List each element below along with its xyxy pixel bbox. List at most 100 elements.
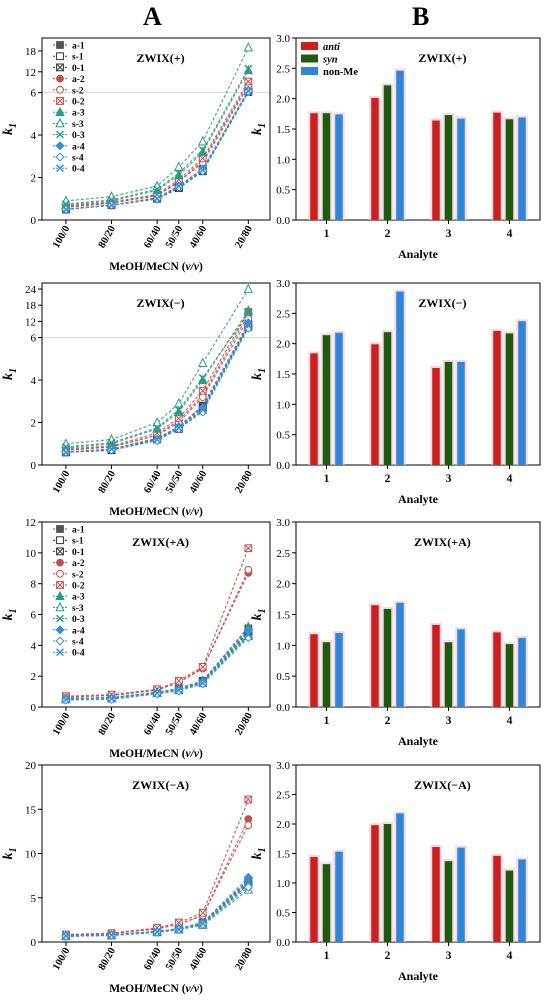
series-line-0-3 [65,312,249,448]
bar-anti [310,113,318,220]
x-tick-label: 1 [324,715,330,727]
x-axis-label: Analyte [398,734,439,748]
bar-anti [371,344,379,465]
legend-label: 0-3 [72,615,85,625]
series-line-a-1 [65,323,249,453]
series-line-0-3 [65,68,249,205]
bar-anti [310,857,318,942]
y-tick-label: 0.0 [276,702,290,714]
marker [107,445,116,454]
marker [174,424,184,434]
marker [198,393,207,401]
chart-title: ZWIX(+A) [132,535,189,549]
y-tick-label: 1.0 [276,399,290,411]
x-tick-label: 100/0 [51,469,72,495]
marker [244,821,253,830]
y-tick-label: 0 [31,937,37,949]
marker [244,544,253,552]
marker [244,77,253,86]
marker [174,397,184,408]
bar-non-Me [457,118,465,220]
marker [107,438,116,447]
series-line-0-2 [65,547,249,697]
bar-anti [493,330,501,465]
y-tick-label: 4 [31,640,37,652]
chart-title: ZWIX(−A) [414,778,471,792]
x-tick-label: 80/20 [97,469,118,495]
y-tick-label: 0.0 [276,215,290,227]
y-tick-label: 3.0 [276,278,290,290]
marker [152,417,162,427]
bar-non-Me [396,70,404,220]
legend-label: s-1 [72,53,84,63]
legend: a-1s-10-1a-2s-2 0-2a-3s-30-3a-4 s-40-4 [53,41,85,175]
x-tick-label: 80/20 [97,711,118,737]
marker [56,41,64,49]
legend-label: non-Me [323,67,358,78]
bar-syn [505,333,514,465]
y-axis-label: k1 [250,848,268,860]
marker [56,547,64,556]
x-tick-label: 40/60 [188,224,209,250]
y-tick-label: 2.0 [276,94,290,106]
y-tick-label: 0 [31,460,37,472]
x-tick-label: 3 [446,715,452,727]
y-tick-label: 0 [31,215,37,227]
plot-frame [41,282,271,466]
marker [107,694,116,703]
y-axis-label: k1 [250,368,268,380]
y-tick-label: 0 [31,702,37,714]
bar-syn [322,335,331,465]
y-tick-label: 0.5 [276,185,290,197]
series-line-a-3 [65,310,249,449]
marker [244,795,253,804]
y-tick-label: 6 [31,88,37,100]
marker [198,357,208,367]
marker [174,423,183,432]
panel-letter-b: B [412,2,430,31]
legend-swatch [301,42,318,50]
x-axis-label: MeOH/MeCN (v/v) [109,506,203,518]
series-line-s-4 [65,327,249,453]
x-tick-label: 20/80 [233,469,254,495]
y-tick-label: 10 [25,548,37,560]
marker [174,182,184,192]
bar-non-Me [457,361,465,465]
bar-anti [493,855,501,942]
legend-label: a-3 [72,593,85,603]
y-tick-label: 3.0 [276,33,290,45]
y-axis-label: k1 [250,123,268,135]
bar-chart-B2: 0.0 0.5 1.0 1.5 2.0 2.5 3.0 1 2 3 4 Analyte k1 ZWIX(−… [250,278,541,506]
bar-non-Me [518,321,526,465]
bar-chart-B4: 0.0 0.5 1.0 1.5 2.0 2.5 3.0 1 2 3 4 Analyte k1 ZWIX(−… [250,760,541,983]
marker [244,565,253,574]
marker [56,97,64,105]
y-axis-label: k1 [1,848,19,860]
marker [174,686,183,694]
y-tick-label: 2 [31,173,37,185]
marker [56,648,64,657]
x-tick-label: 2 [385,473,391,485]
series-line-s-2 [65,569,249,698]
bar-syn [444,361,453,465]
x-tick-label: 40/60 [188,711,209,737]
bar-anti [310,634,318,707]
y-tick-label: 0.5 [276,430,290,442]
bar-anti [310,353,318,465]
marker [243,283,254,293]
marker [55,625,65,635]
x-tick-label: 2 [385,715,391,727]
x-tick-label: 4 [507,715,513,727]
marker [153,423,162,432]
x-tick-label: 1 [324,228,330,240]
y-tick-label: 4 [31,130,37,142]
marker [244,321,253,330]
y-tick-label: 1.0 [276,640,290,652]
y-tick-label: 12 [25,316,36,328]
legend-label: 0-4 [72,649,85,659]
marker [62,205,70,214]
y-tick-label: 12 [25,517,36,529]
marker [198,135,208,146]
